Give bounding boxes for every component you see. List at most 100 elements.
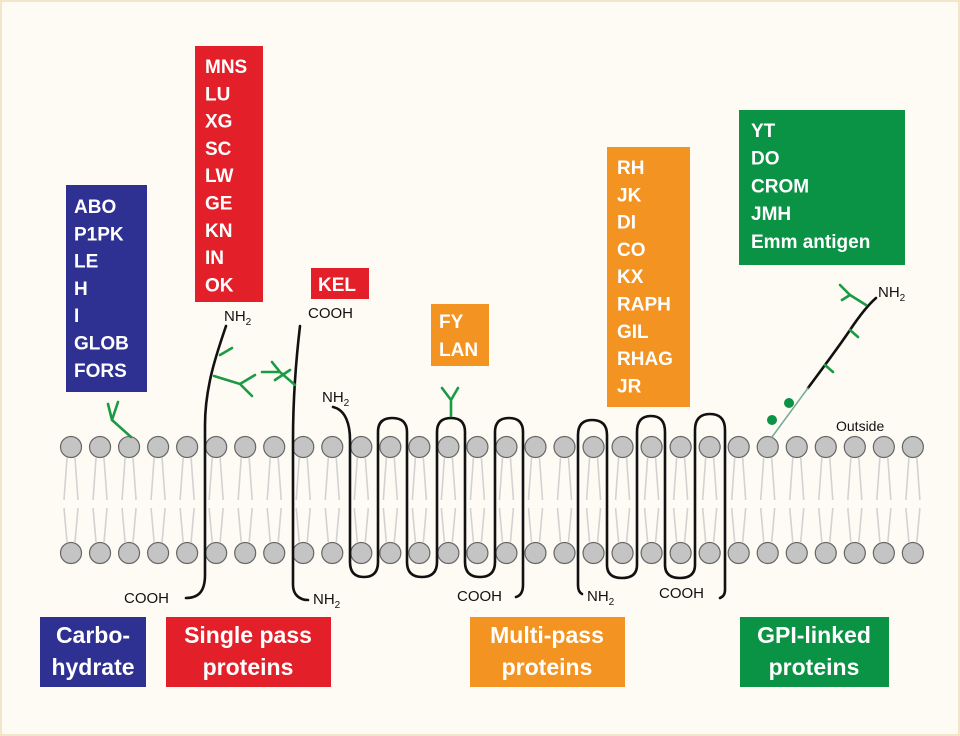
lipid-head — [234, 541, 257, 565]
caption-gpi-line2: proteins — [769, 654, 860, 680]
antigen-label: CO — [617, 240, 646, 261]
lipid-head — [524, 541, 547, 565]
lipid-head — [408, 541, 431, 565]
nh2-label-single-2: NH2 — [313, 591, 341, 611]
lipid-tail — [788, 507, 794, 543]
single-pass-antigen-list: MNS LU XG SC LW GE KN IN OK — [205, 57, 247, 296]
lipid-tail — [353, 457, 359, 501]
lipid-tail — [788, 457, 794, 501]
lipid-tail — [411, 457, 417, 501]
lipid-head — [756, 541, 779, 565]
antigen-label: GLOB — [74, 334, 129, 355]
lipid-tail — [295, 507, 301, 543]
cooh-label-multi-1: COOH — [457, 588, 502, 605]
lipid-head — [582, 435, 605, 459]
multi-pass-antigen-list: RH JK DI CO KX RAPH GIL RHAG JR — [617, 158, 673, 397]
lipid-tail — [817, 507, 823, 543]
lipid-tail — [179, 457, 184, 501]
glycan-single-pass-1 — [212, 346, 257, 398]
antigen-label: RAPH — [617, 295, 671, 316]
lipid-tail — [585, 507, 591, 543]
lipid-tail — [643, 507, 649, 543]
antigen-label: P1PK — [74, 224, 124, 245]
lipid-tail — [625, 457, 631, 501]
proteins — [184, 296, 878, 602]
lipid-head — [785, 435, 808, 459]
lipid-tail — [799, 457, 805, 501]
multi-pass-protein-1 — [331, 405, 525, 599]
gpi-anchor-sugar-2 — [784, 398, 794, 408]
gpi-antigen-list: YT DO CROM JMH Emm antigen — [751, 121, 870, 253]
lipid-tail — [266, 457, 272, 501]
lipid-tail — [876, 457, 881, 501]
antigen-label: IN — [205, 248, 224, 269]
lipid-head — [669, 435, 692, 459]
lipid-tail — [248, 457, 253, 501]
lipid-head — [524, 435, 547, 459]
gpi-anchor-sugar-1 — [767, 415, 777, 425]
antigen-label: SC — [205, 139, 232, 160]
lipid-head — [466, 435, 489, 459]
caption-gpi-line1: GPI-linked — [757, 622, 871, 648]
lipid-head — [379, 435, 402, 459]
lipid-tail — [469, 507, 475, 543]
lipid-tail — [480, 507, 486, 543]
lipid-tail — [411, 507, 417, 543]
lipid-tail — [132, 507, 137, 543]
lipid-tail — [887, 457, 892, 501]
antigen-label: DI — [617, 213, 636, 234]
lipid-tail — [237, 457, 242, 501]
lipid-tail — [701, 507, 707, 543]
lipid-tail — [509, 457, 515, 501]
lipid-tail — [277, 507, 283, 543]
lipid-tail — [527, 507, 533, 543]
lipid-tail — [730, 507, 736, 543]
antigen-label: OK — [205, 275, 234, 296]
lipid-tail — [498, 457, 504, 501]
lipid-tail — [295, 457, 301, 501]
lipid-tail — [567, 507, 573, 543]
lipid-head — [698, 541, 721, 565]
antigen-label: JR — [617, 376, 642, 397]
antigen-label: YT — [751, 121, 776, 142]
lipid-head — [321, 541, 344, 565]
lipid-tail — [306, 457, 312, 501]
nh2-label-single-1: NH2 — [224, 308, 252, 328]
lipid-head — [292, 541, 315, 565]
cooh-label-kel: COOH — [308, 305, 353, 322]
lipid-head — [88, 435, 112, 459]
antigen-label: XG — [205, 112, 232, 133]
lipid-tail — [364, 457, 370, 501]
lipid-tail — [353, 507, 359, 543]
antigen-label: ABO — [74, 197, 116, 218]
antigen-label: LW — [205, 166, 234, 187]
lipid-head — [814, 541, 837, 565]
lipid-tail — [335, 507, 341, 543]
lipid-tail — [451, 457, 457, 501]
lipid-tail — [858, 507, 863, 543]
carbohydrate-antigen-list: ABO P1PK LE HI GLOB FORS — [74, 197, 129, 382]
lipid-tail — [208, 457, 213, 501]
lipid-head — [437, 541, 460, 565]
antigen-label: RH — [617, 158, 644, 179]
carbohydrate-antigen-box — [66, 185, 147, 392]
lipid-head — [640, 435, 663, 459]
glycans — [106, 283, 868, 439]
lipid-tail — [74, 457, 79, 501]
lipid-tail — [596, 457, 602, 501]
lipid-tail — [741, 507, 747, 543]
caption-carbohydrate-box — [40, 617, 146, 687]
gpi-antigen-box — [739, 110, 905, 265]
lipid-tail — [567, 457, 573, 501]
lipid-head — [553, 541, 576, 565]
lipid-tail — [770, 457, 776, 501]
caption-carbohydrate-line1: Carbo- — [56, 622, 130, 648]
lipid-tail — [382, 457, 388, 501]
lipid-tail — [480, 457, 486, 501]
lipid-tail — [683, 507, 689, 543]
lipid-tail — [440, 507, 446, 543]
caption-single-pass-line2: proteins — [203, 654, 294, 680]
multi-pass-antigen-box — [607, 147, 690, 407]
lipid-tail — [248, 507, 253, 543]
lipid-head — [611, 541, 634, 565]
